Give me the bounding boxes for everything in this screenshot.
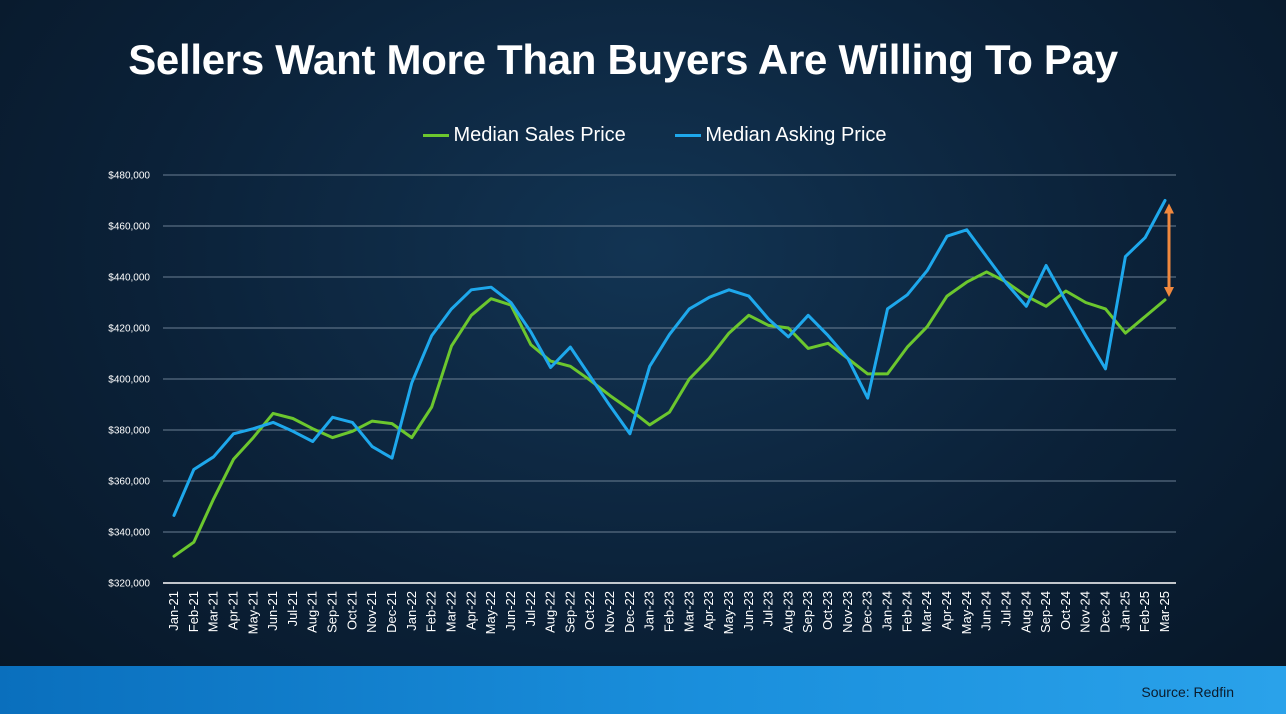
x-tick-label: Mar-22: [443, 591, 458, 632]
y-axis-ticks: $320,000 $340,000 $360,000 $380,000 $400,000…: [108, 171, 150, 590]
gap-arrow-head-down: [1164, 286, 1174, 297]
y-tick-label: $380,000: [108, 426, 150, 437]
y-tick-label: $480,000: [108, 171, 150, 182]
legend-item-asking: Median Asking Price: [675, 124, 887, 147]
y-tick-label: $440,000: [108, 273, 150, 284]
x-tick-label: Mar-25: [1157, 591, 1172, 632]
y-tick-label: $340,000: [108, 528, 150, 539]
x-tick-label: Aug-24: [1018, 591, 1033, 633]
x-tick-label: May-21: [245, 591, 260, 634]
x-tick-label: Dec-21: [384, 591, 399, 633]
chart-title: Sellers Want More Than Buyers Are Willin…: [128, 36, 1118, 83]
y-tick-label: $360,000: [108, 477, 150, 488]
x-tick-label: Jan-23: [642, 591, 657, 631]
x-axis-ticks: Jan-21 Feb-21 Mar-21 Apr-21 May-21 Jun-21 Jul-…: [166, 591, 1172, 634]
x-tick-label: Sep-23: [800, 591, 815, 633]
legend-label-asking: Median Asking Price: [705, 124, 887, 146]
footer-bar: Source: Redfin: [0, 666, 1286, 714]
x-tick-label: Apr-24: [939, 591, 954, 630]
x-tick-label: Jan-25: [1117, 591, 1132, 631]
x-tick-label: Jan-24: [880, 591, 895, 631]
y-tick-label: $320,000: [108, 579, 150, 590]
x-tick-label: Jun-22: [503, 591, 518, 631]
legend-swatch-sales: [423, 134, 450, 137]
legend-item-sales: Median Sales Price: [423, 124, 626, 147]
x-tick-label: Nov-22: [602, 591, 617, 633]
x-tick-label: Aug-22: [543, 591, 558, 633]
x-tick-label: Aug-21: [305, 591, 320, 633]
legend-swatch-asking: [675, 134, 702, 137]
x-tick-label: Apr-23: [701, 591, 716, 630]
gap-arrow: [1164, 203, 1174, 297]
x-tick-label: Jul-22: [523, 591, 538, 626]
x-tick-label: Dec-24: [1098, 591, 1113, 633]
x-tick-label: Oct-21: [344, 591, 359, 630]
y-tick-label: $420,000: [108, 324, 150, 335]
x-tick-label: Mar-21: [206, 591, 221, 632]
x-tick-label: Apr-22: [463, 591, 478, 630]
x-tick-label: Oct-23: [820, 591, 835, 630]
x-tick-label: Feb-24: [899, 591, 914, 632]
x-tick-label: Jun-23: [741, 591, 756, 631]
x-tick-label: May-24: [959, 591, 974, 634]
x-tick-label: Jul-24: [998, 591, 1013, 626]
x-tick-label: Jul-23: [761, 591, 776, 626]
x-tick-label: Jan-21: [166, 591, 181, 631]
x-tick-label: Apr-21: [225, 591, 240, 630]
x-tick-label: Nov-21: [364, 591, 379, 633]
y-tick-label: $460,000: [108, 222, 150, 233]
asking-price-line: [172, 199, 1167, 517]
x-tick-label: Feb-21: [186, 591, 201, 632]
x-tick-label: Oct-24: [1058, 591, 1073, 630]
x-tick-label: Jun-24: [979, 591, 994, 631]
x-tick-label: Feb-23: [662, 591, 677, 632]
x-tick-label: Jul-21: [285, 591, 300, 626]
x-tick-label: Dec-22: [622, 591, 637, 633]
line-chart: $320,000 $340,000 $360,000 $380,000 $400,000…: [108, 171, 1176, 634]
x-tick-label: May-23: [721, 591, 736, 634]
x-tick-label: Sep-24: [1038, 591, 1053, 633]
x-tick-label: Jan-22: [404, 591, 419, 631]
x-tick-label: May-22: [483, 591, 498, 634]
y-tick-label: $400,000: [108, 375, 150, 386]
x-tick-label: Oct-22: [582, 591, 597, 630]
x-tick-label: Nov-23: [840, 591, 855, 633]
x-tick-label: Feb-25: [1137, 591, 1152, 632]
x-tick-label: Mar-24: [919, 591, 934, 632]
x-tick-label: Sep-21: [325, 591, 340, 633]
x-tick-label: Dec-23: [860, 591, 875, 633]
x-tick-label: Nov-24: [1078, 591, 1093, 633]
x-tick-label: Aug-23: [780, 591, 795, 633]
x-tick-label: Mar-23: [681, 591, 696, 632]
source-label: Source: Redfin: [1141, 684, 1234, 700]
series-lines: [172, 199, 1167, 558]
sales-price-line: [172, 270, 1167, 558]
gridlines: [163, 174, 1176, 584]
x-tick-label: Sep-22: [562, 591, 577, 633]
x-tick-label: Jun-21: [265, 591, 280, 631]
legend: Median Sales Price Median Asking Price: [0, 120, 1286, 147]
x-tick-label: Feb-22: [424, 591, 439, 632]
gap-arrow-head-up: [1164, 203, 1174, 214]
legend-label-sales: Median Sales Price: [453, 124, 626, 146]
